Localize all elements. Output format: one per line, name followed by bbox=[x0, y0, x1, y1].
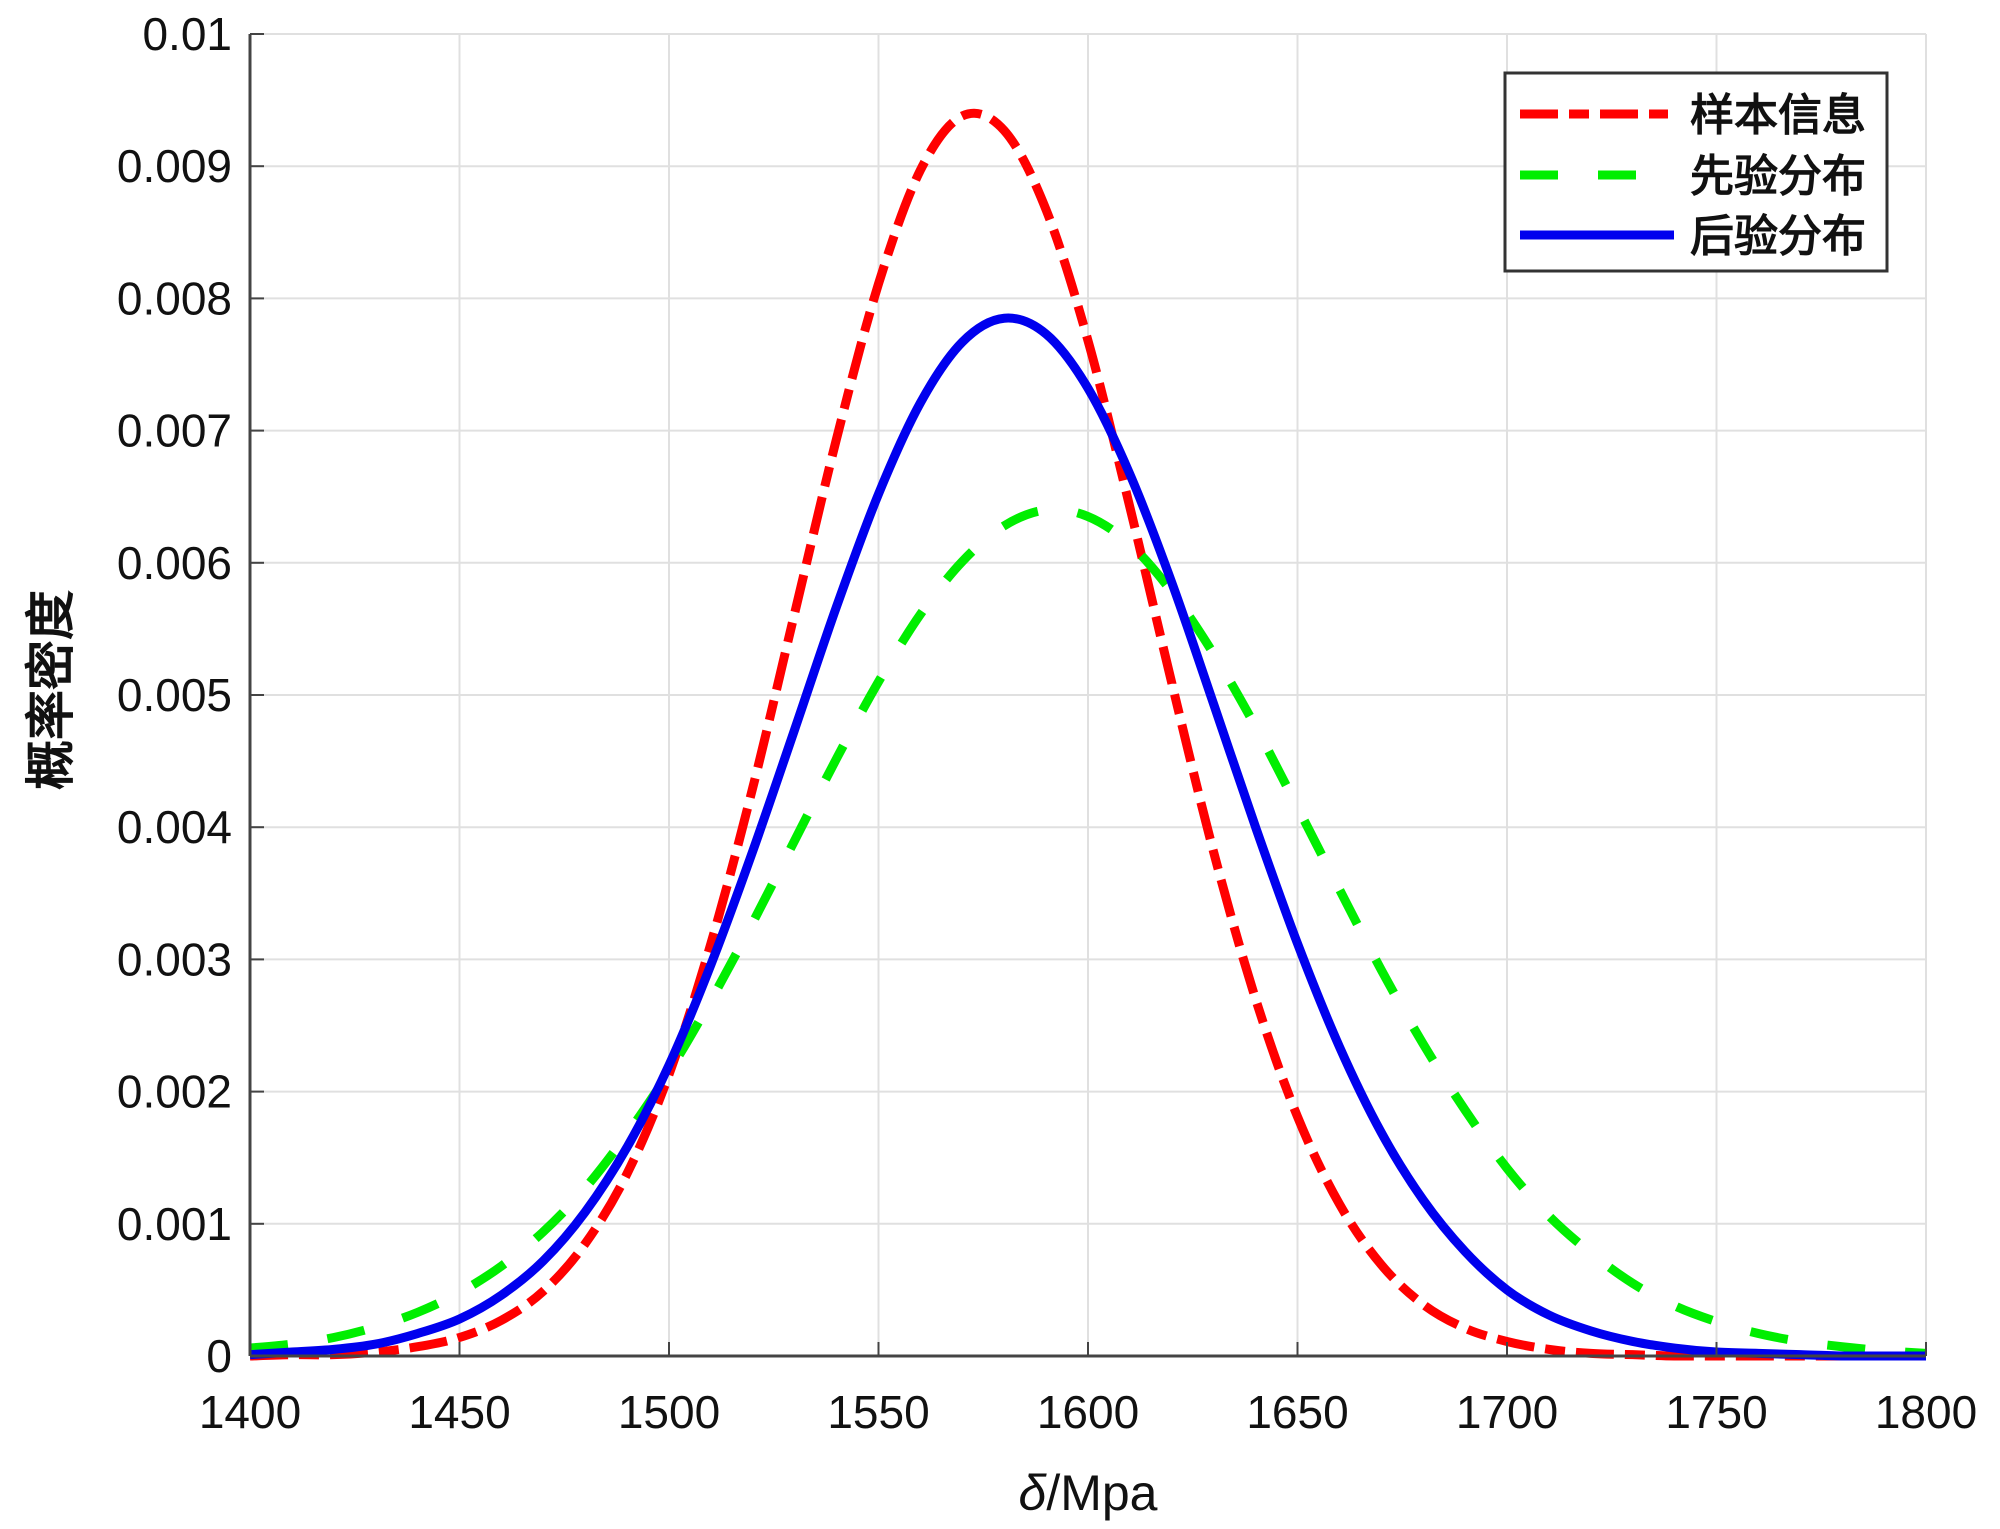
y-tick-label: 0.007 bbox=[117, 405, 232, 457]
x-tick-label: 1800 bbox=[1875, 1386, 1977, 1438]
x-tick-label: 1450 bbox=[408, 1386, 510, 1438]
x-tick-label: 1650 bbox=[1246, 1386, 1348, 1438]
grid bbox=[249, 33, 1927, 1357]
y-axis-label: 概率密度 bbox=[23, 590, 79, 790]
y-tick-label: 0.002 bbox=[117, 1066, 232, 1118]
curves bbox=[249, 108, 1927, 1361]
x-tick-label: 1700 bbox=[1456, 1386, 1558, 1438]
curve-prior bbox=[249, 504, 1927, 1358]
y-tick-label: 0.001 bbox=[117, 1198, 232, 1250]
y-tick-label: 0.006 bbox=[117, 537, 232, 589]
y-tick-label: 0.003 bbox=[117, 933, 232, 985]
x-tick-label: 1600 bbox=[1037, 1386, 1139, 1438]
curve-sample-info bbox=[249, 108, 1926, 1361]
legend-label-sample: 样本信息 bbox=[1690, 91, 1866, 140]
y-tick-label: 0.01 bbox=[142, 8, 232, 60]
y-tick-label: 0.005 bbox=[117, 669, 232, 721]
y-tick-label: 0.009 bbox=[117, 140, 232, 192]
y-tick-label: 0.008 bbox=[117, 272, 232, 324]
x-tick-label: 1750 bbox=[1665, 1386, 1767, 1438]
x-axis-label: δ/Mpa bbox=[1019, 1465, 1158, 1521]
y-tick-label: 0 bbox=[206, 1330, 232, 1382]
curve-posterior bbox=[249, 313, 1926, 1361]
x-tick-labels: 1400 1450 1500 1550 1600 1650 1700 1750 1800 bbox=[199, 1386, 1977, 1438]
legend: 样本信息 先验分布 后验分布 bbox=[1503, 71, 1889, 273]
x-tick-label: 1550 bbox=[827, 1386, 929, 1438]
legend-label-prior: 先验分布 bbox=[1690, 152, 1866, 201]
axes bbox=[248, 33, 1927, 1358]
x-tick-label: 1400 bbox=[199, 1386, 301, 1438]
y-tick-label: 0.004 bbox=[117, 801, 232, 853]
x-axis-unit: /Mpa bbox=[1046, 1465, 1157, 1521]
x-tick-label: 1500 bbox=[618, 1386, 720, 1438]
y-tick-labels: 0 0.001 0.002 0.003 0.004 0.005 0.006 0.007 0.00… bbox=[117, 8, 232, 1382]
legend-label-posterior: 后验分布 bbox=[1690, 212, 1866, 261]
x-axis-symbol: δ bbox=[1019, 1465, 1048, 1521]
